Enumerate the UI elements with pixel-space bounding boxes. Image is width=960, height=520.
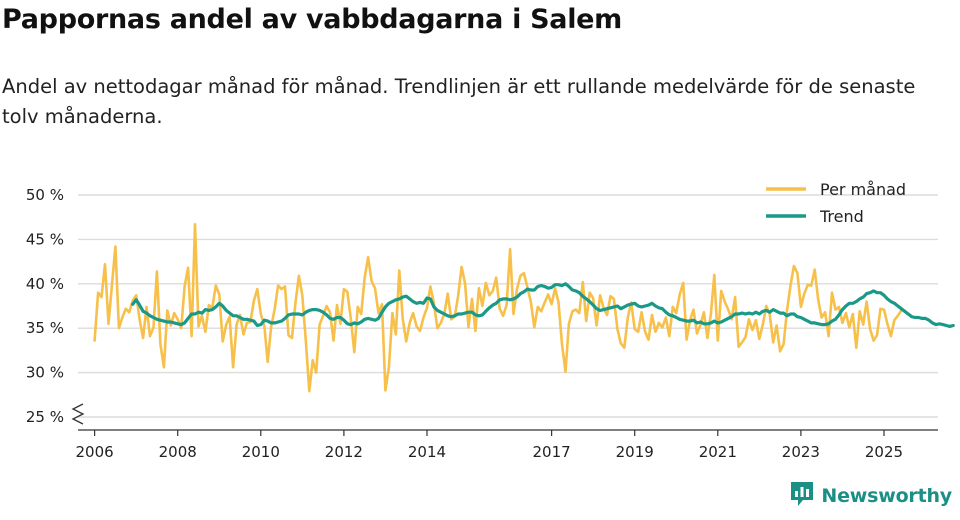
chart-title: Pappornas andel av vabbdagarna i Salem xyxy=(2,4,623,35)
axis-layer: 25 % 30 % 35 % 40 % 45 % 50 % 2006 2008 2010 2012… xyxy=(26,186,938,461)
x-tick-label: 2014 xyxy=(408,443,446,461)
x-tick-label: 2010 xyxy=(242,443,280,461)
series-line-per-manad xyxy=(93,223,903,393)
x-tick-label: 2019 xyxy=(616,443,654,461)
grid-layer xyxy=(78,194,938,418)
brand-name: Newsworthy xyxy=(821,485,952,507)
x-tick-label: 2023 xyxy=(782,443,820,461)
brand-logo: Newsworthy xyxy=(789,480,952,512)
chart-subtitle: Andel av nettodagar månad för månad. Tre… xyxy=(2,75,916,128)
series-layer xyxy=(93,223,955,393)
newsworthy-logo-icon xyxy=(789,480,815,512)
x-tick-label: 2021 xyxy=(699,443,737,461)
y-tick-label: 30 % xyxy=(26,364,64,382)
x-tick-label: 2008 xyxy=(159,443,197,461)
x-tick-label: 2025 xyxy=(865,443,903,461)
series-line-trend xyxy=(131,282,955,328)
y-tick-label: 45 % xyxy=(26,230,64,248)
x-tick-label: 2012 xyxy=(325,443,363,461)
y-tick-label: 40 % xyxy=(26,275,64,293)
legend: Per månad Trend xyxy=(766,180,906,226)
y-tick-label: 50 % xyxy=(26,186,64,204)
axis-break-icon xyxy=(71,403,85,425)
x-tick-label: 2017 xyxy=(533,443,571,461)
x-tick-label: 2006 xyxy=(76,443,114,461)
y-tick-label: 25 % xyxy=(26,408,64,426)
legend-label: Trend xyxy=(819,207,864,226)
legend-label: Per månad xyxy=(820,180,906,199)
y-tick-label: 35 % xyxy=(26,319,64,337)
